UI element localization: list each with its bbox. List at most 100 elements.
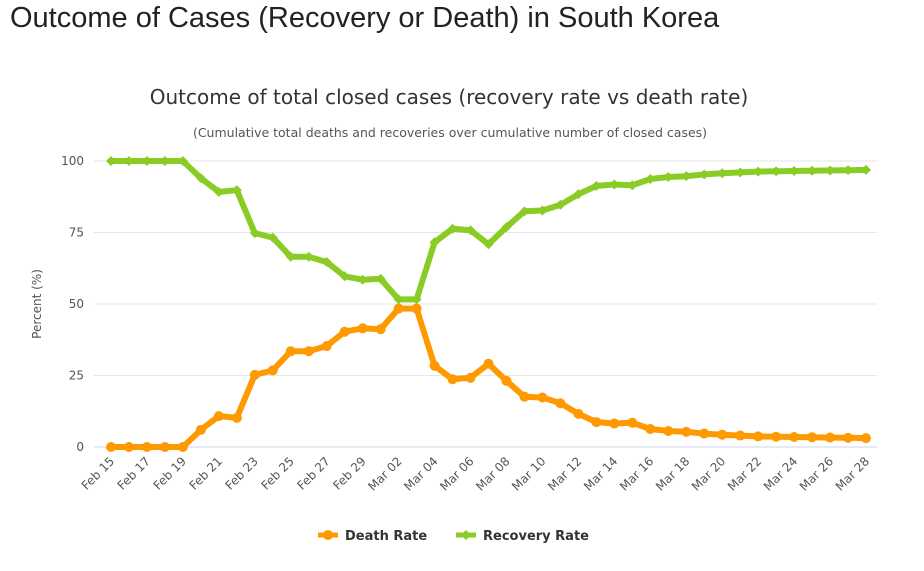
data-point[interactable]	[573, 189, 584, 200]
data-point[interactable]	[141, 156, 152, 166]
data-point[interactable]	[663, 172, 674, 183]
data-point[interactable]	[663, 425, 674, 436]
data-point[interactable]	[411, 294, 422, 305]
data-point[interactable]	[681, 171, 692, 182]
data-point[interactable]	[735, 430, 746, 441]
data-point[interactable]	[465, 372, 476, 383]
data-point[interactable]	[555, 199, 566, 210]
legend-item-recovery-rate[interactable]: Recovery Rate	[456, 529, 589, 544]
data-point[interactable]	[843, 432, 854, 443]
x-tick-label: Mar 22	[725, 454, 764, 493]
series-line	[108, 305, 869, 450]
data-point[interactable]	[627, 417, 638, 428]
data-point[interactable]	[807, 165, 818, 176]
data-point[interactable]	[447, 223, 458, 234]
x-tick-label: Mar 10	[509, 454, 548, 493]
data-point[interactable]	[735, 167, 746, 178]
data-point[interactable]	[393, 294, 404, 305]
data-point[interactable]	[789, 166, 800, 177]
data-point[interactable]	[573, 408, 584, 419]
data-point[interactable]	[106, 442, 116, 452]
data-point[interactable]	[213, 186, 224, 197]
data-point[interactable]	[645, 174, 656, 185]
data-point[interactable]	[375, 324, 386, 335]
data-point[interactable]	[267, 232, 278, 243]
x-tick-label: Feb 23	[223, 454, 261, 492]
legend-item-death-rate[interactable]: Death Rate	[318, 529, 427, 544]
data-point[interactable]	[339, 326, 350, 337]
data-point[interactable]	[519, 391, 530, 402]
data-point[interactable]	[195, 424, 206, 435]
data-point[interactable]	[357, 323, 368, 334]
data-point[interactable]	[627, 180, 638, 191]
data-point[interactable]	[447, 374, 458, 385]
data-point[interactable]	[843, 165, 854, 176]
data-point[interactable]	[591, 180, 602, 191]
y-axis-label: Percent (%)	[30, 269, 44, 339]
data-point[interactable]	[375, 273, 386, 284]
data-point[interactable]	[717, 429, 728, 440]
data-point[interactable]	[285, 346, 296, 357]
data-point[interactable]	[537, 205, 548, 216]
data-point[interactable]	[483, 239, 494, 250]
data-point[interactable]	[231, 185, 242, 196]
data-point[interactable]	[807, 432, 818, 443]
data-point[interactable]	[555, 398, 566, 409]
data-point[interactable]	[501, 375, 512, 386]
data-point[interactable]	[717, 168, 728, 179]
data-point[interactable]	[825, 165, 836, 176]
data-point[interactable]	[861, 433, 871, 444]
data-point[interactable]	[106, 156, 116, 166]
data-point[interactable]	[267, 365, 278, 376]
data-point[interactable]	[519, 206, 530, 217]
data-point[interactable]	[771, 431, 782, 442]
data-point[interactable]	[303, 251, 314, 262]
data-point[interactable]	[321, 256, 332, 267]
data-point[interactable]	[411, 303, 422, 314]
data-point[interactable]	[645, 423, 656, 434]
data-point[interactable]	[501, 222, 512, 233]
data-point[interactable]	[483, 358, 494, 369]
data-point[interactable]	[177, 442, 188, 452]
page-title: Outcome of Cases (Recovery or Death) in …	[10, 2, 720, 34]
data-point[interactable]	[609, 179, 620, 190]
data-point[interactable]	[195, 173, 206, 184]
data-point[interactable]	[699, 169, 710, 180]
data-point[interactable]	[339, 271, 350, 282]
data-point[interactable]	[249, 369, 260, 380]
data-point[interactable]	[123, 442, 134, 452]
data-point[interactable]	[141, 442, 152, 452]
data-point[interactable]	[699, 428, 710, 439]
data-point[interactable]	[591, 417, 602, 428]
legend: Death Rate Recovery Rate	[318, 529, 589, 544]
data-point[interactable]	[357, 274, 368, 285]
data-point[interactable]	[159, 156, 170, 166]
data-point[interactable]	[825, 432, 836, 443]
data-point[interactable]	[789, 431, 800, 442]
data-point[interactable]	[429, 237, 440, 248]
series-line	[108, 158, 869, 303]
data-point[interactable]	[249, 228, 260, 239]
chart-subtitle: (Cumulative total deaths and recoveries …	[193, 125, 707, 140]
data-point[interactable]	[177, 156, 188, 166]
data-point[interactable]	[213, 411, 224, 422]
data-point[interactable]	[681, 426, 692, 437]
data-point[interactable]	[393, 303, 404, 314]
data-point[interactable]	[609, 418, 620, 429]
data-point[interactable]	[159, 442, 170, 452]
x-tick-label: Mar 02	[365, 454, 404, 493]
data-point[interactable]	[753, 166, 764, 177]
legend-label: Recovery Rate	[483, 529, 589, 544]
data-point[interactable]	[537, 392, 548, 403]
data-point[interactable]	[771, 166, 782, 177]
data-point[interactable]	[465, 225, 476, 236]
data-point[interactable]	[231, 412, 242, 423]
data-point[interactable]	[753, 431, 764, 442]
data-point[interactable]	[285, 251, 296, 262]
data-point[interactable]	[321, 341, 332, 352]
data-point[interactable]	[303, 346, 314, 357]
data-point[interactable]	[429, 360, 440, 371]
data-point[interactable]	[861, 164, 871, 175]
data-point[interactable]	[123, 156, 134, 166]
x-tick-label: Feb 29	[330, 454, 368, 492]
